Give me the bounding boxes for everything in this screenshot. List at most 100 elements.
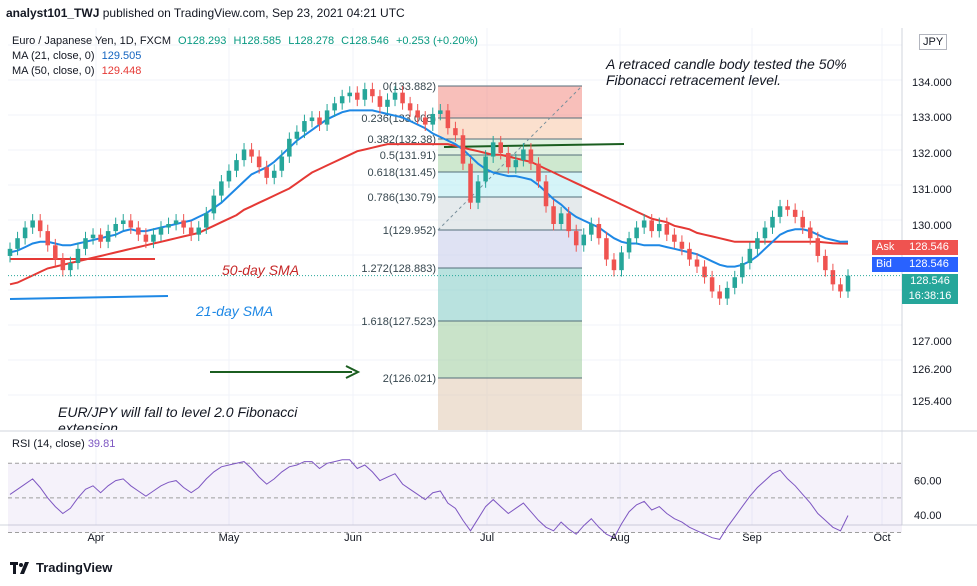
fib-level-label: 1.272(128.883) <box>361 263 436 275</box>
fibonacci-retracement[interactable]: 0(133.882)0.236(133.008)0.382(132.38)0.5… <box>361 81 583 430</box>
price-tick: 130.000 <box>912 220 952 232</box>
candle-body <box>762 227 768 239</box>
last-price-tag: 128.546 16:38:16 <box>902 274 958 304</box>
high-value: H128.585 <box>233 35 282 47</box>
candle-body <box>634 227 639 239</box>
candle-body <box>581 234 587 246</box>
candle-body <box>317 117 322 125</box>
candle-body <box>483 156 488 182</box>
candle-body <box>219 181 224 196</box>
annotation-sma21[interactable]: 21-day SMA <box>196 303 274 319</box>
author-name[interactable]: analyst101_TWJ <box>6 6 100 20</box>
candle-body <box>377 96 383 107</box>
candle-body <box>604 238 609 260</box>
ma21-line <box>9 109 849 268</box>
candle-body <box>747 248 753 264</box>
candle-body <box>196 227 202 235</box>
candle-body <box>475 181 481 203</box>
candle-body <box>15 238 20 249</box>
annotation-target[interactable]: EUR/JPY will fall to level 2.0 Fibonacci… <box>58 404 298 430</box>
candle-body <box>385 99 390 107</box>
candle-body <box>687 248 692 260</box>
candle-body <box>407 103 413 111</box>
annotation-sma50[interactable]: 50-day SMA <box>222 262 300 278</box>
candle-body <box>211 195 217 214</box>
candle-body <box>430 113 436 125</box>
price-tick: 126.200 <box>912 364 952 376</box>
candle-body <box>460 135 466 164</box>
rsi-tick: 40.00 <box>914 510 942 522</box>
candle-body <box>649 220 654 232</box>
rsi-label-text[interactable]: RSI (14, close) <box>12 438 85 450</box>
price-tick: 133.000 <box>912 112 952 124</box>
candle-body <box>173 220 179 224</box>
candle-body <box>370 89 375 97</box>
candlestick-series <box>7 82 902 305</box>
candle-body <box>188 227 194 235</box>
tradingview-logo-icon <box>10 561 29 574</box>
candle-body <box>151 234 156 242</box>
time-tick: Jul <box>480 532 494 544</box>
price-tick: 132.000 <box>912 148 952 160</box>
fib-level-label: 0.382(132.38) <box>368 134 437 146</box>
price-tick: 131.000 <box>912 184 952 196</box>
low-value: L128.278 <box>288 35 335 47</box>
candle-body <box>226 170 232 182</box>
candle-body <box>37 220 43 232</box>
fib-zone <box>438 321 582 378</box>
ma50-path <box>9 143 849 286</box>
symbol-label[interactable]: Euro / Japanese Yen, 1D, FXCM <box>12 35 171 47</box>
bid-label: Bid <box>876 258 892 270</box>
trendline-drawings[interactable] <box>9 143 625 379</box>
rsi-tick: 60.00 <box>914 476 942 488</box>
fib-trend-line <box>437 85 583 231</box>
candle-body <box>830 270 836 285</box>
currency-badge[interactable]: JPY <box>919 34 948 50</box>
close-value: C128.546 <box>341 35 389 47</box>
candle-body <box>709 277 715 292</box>
chart-legend: Euro / Japanese Yen, 1D, FXCM O128.293 H… <box>12 34 482 79</box>
footer: TradingView <box>10 560 112 575</box>
candle-body <box>823 255 828 271</box>
annotation-retracement[interactable]: A retraced candle body tested the 50% Fi… <box>606 56 847 88</box>
candle-body <box>249 149 254 157</box>
candle-body <box>626 238 632 253</box>
candle-body <box>770 216 775 228</box>
candle-body <box>339 96 345 104</box>
rsi-value: 39.81 <box>87 438 116 450</box>
fib-zone <box>438 118 582 139</box>
candle-body <box>521 149 526 161</box>
candle-body <box>845 275 851 292</box>
time-axis[interactable]: Apr May Jun Jul Aug Sep Oct <box>87 532 890 544</box>
candle-body <box>792 209 798 217</box>
legend-ma21-row[interactable]: MA (21, close, 0) 129.505 <box>12 49 482 64</box>
candle-body <box>619 252 624 271</box>
candle-body <box>528 149 534 164</box>
fib-level-label: 0.618(131.45) <box>368 167 437 179</box>
publish-header: analyst101_TWJ published on TradingView.… <box>6 6 405 20</box>
candle-body <box>573 231 579 246</box>
candle-body <box>400 92 405 104</box>
legend-ma50-row[interactable]: MA (50, close, 0) 129.448 <box>12 64 482 79</box>
candle-body <box>679 241 685 249</box>
fib-level-label: 1.618(127.523) <box>361 316 436 328</box>
candle-body <box>558 213 564 224</box>
candle-body <box>551 206 556 224</box>
candle-body <box>287 138 292 157</box>
price-tick: 134.000 <box>912 77 952 89</box>
candle-body <box>611 259 617 271</box>
candle-body <box>355 92 360 100</box>
candle-body <box>422 117 428 125</box>
candle-body <box>702 266 707 278</box>
fib-level-label: 0(133.882) <box>383 81 436 93</box>
ma21-path <box>9 109 849 268</box>
time-tick: Jun <box>344 532 362 544</box>
fib-zone <box>438 230 582 268</box>
footer-brand[interactable]: TradingView <box>36 560 113 575</box>
price-axis[interactable]: 134.000 133.000 132.000 131.000 130.000 127.0… <box>901 28 952 525</box>
last-price-value: 128.546 <box>910 275 950 287</box>
candle-body <box>105 231 111 242</box>
candle-body <box>807 227 813 239</box>
time-tick: May <box>219 532 240 544</box>
